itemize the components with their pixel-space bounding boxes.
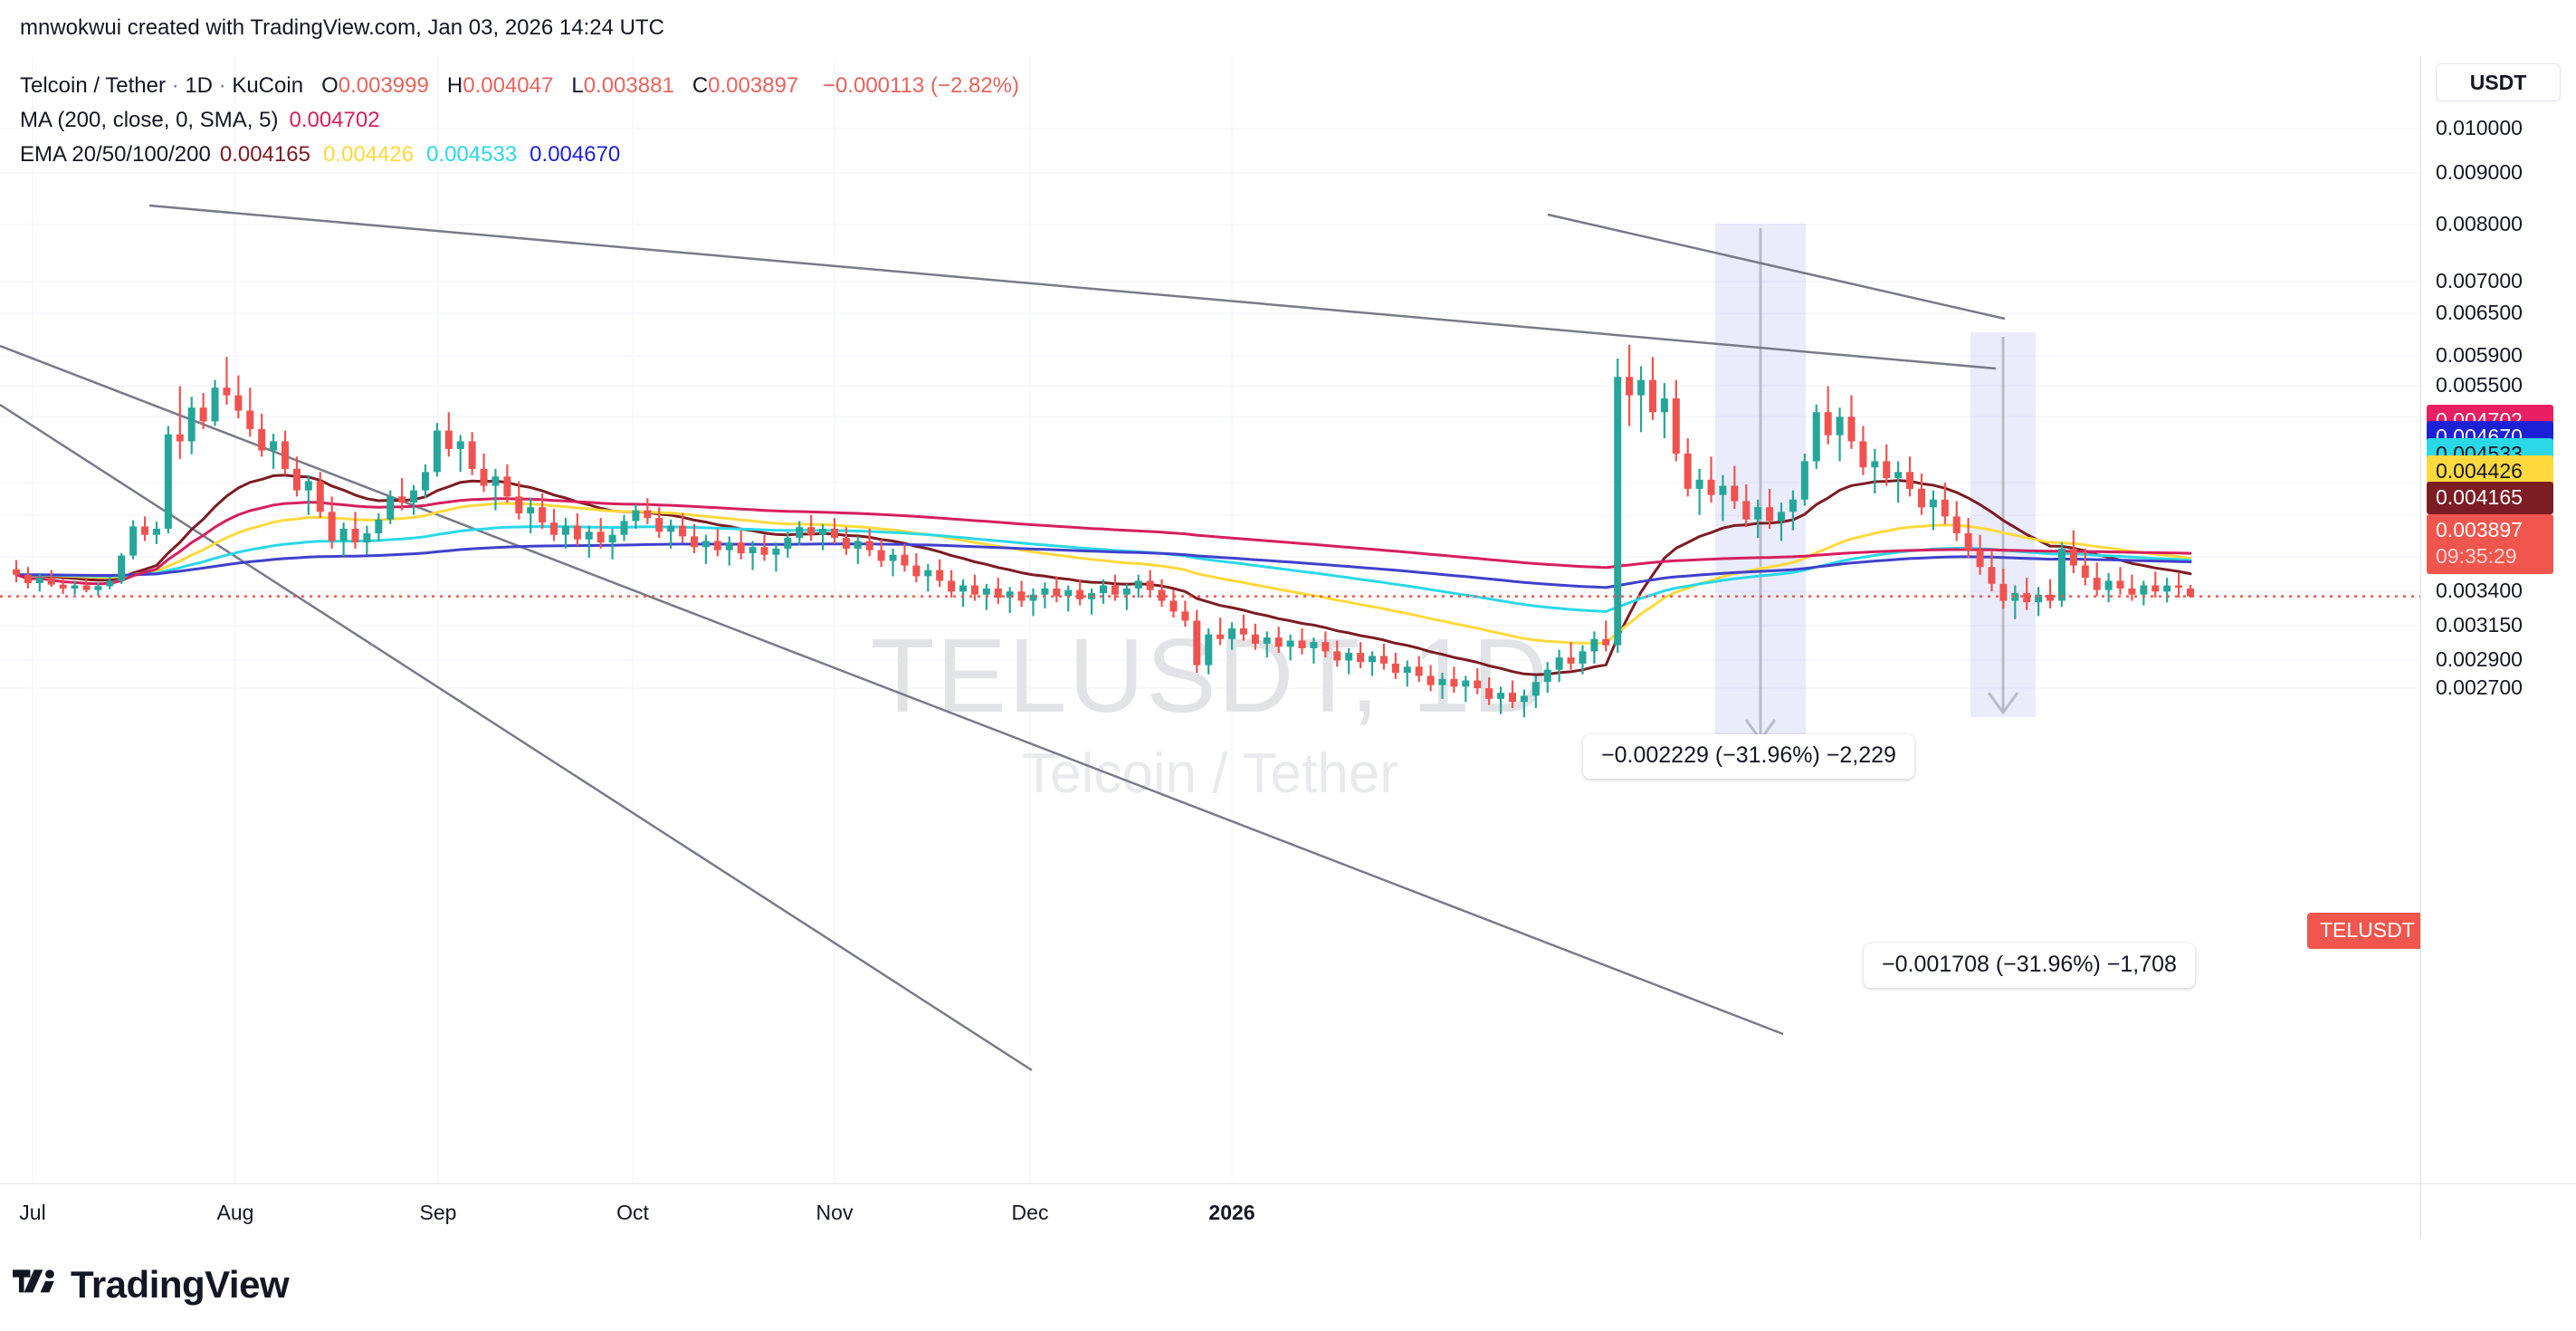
time-axis-tick: Dec bbox=[1011, 1201, 1049, 1224]
footer-bar: TradingView bbox=[0, 1238, 2576, 1331]
time-axis-tick: Nov bbox=[816, 1201, 854, 1224]
price-axis-tick: 0.003150 bbox=[2436, 613, 2523, 637]
price-axis-tick: 0.005500 bbox=[2436, 373, 2523, 397]
measure-tool-label-2[interactable]: −0.001708 (−31.96%) −1,708 bbox=[1864, 943, 2195, 988]
candlestick-series bbox=[0, 56, 2420, 1183]
price-axis-tick: 0.008000 bbox=[2436, 212, 2523, 235]
tradingview-wordmark: TradingView bbox=[71, 1262, 290, 1306]
measure-tool-label-1[interactable]: −0.002229 (−31.96%) −2,229 bbox=[1583, 734, 1914, 779]
tradingview-mark-icon bbox=[13, 1269, 54, 1292]
chart-pane[interactable]: TELUSDT, 1D Telcoin / Tether Telcoin / T… bbox=[0, 56, 2420, 1183]
price-axis-tick: 0.007000 bbox=[2436, 269, 2523, 292]
price-axis-tick: 0.009000 bbox=[2436, 160, 2523, 184]
price-axis[interactable]: USDT 0.010000 0.009000 0.008000 0.007000 0.0… bbox=[2420, 56, 2576, 1183]
time-axis-tick: Aug bbox=[216, 1201, 254, 1224]
last-price-badge[interactable]: 0.003897 09:35:29 bbox=[2427, 514, 2553, 574]
bar-countdown: 09:35:29 bbox=[2436, 544, 2517, 568]
time-axis[interactable]: Jul Aug Sep Oct Nov Dec 2026 bbox=[0, 1183, 2420, 1239]
price-axis-tick: 0.005900 bbox=[2436, 343, 2523, 367]
time-axis-tick: Oct bbox=[616, 1201, 649, 1224]
ema20-price-badge[interactable]: 0.004165 bbox=[2427, 482, 2553, 514]
tradingview-logo[interactable]: TradingView bbox=[13, 1262, 290, 1307]
last-price-value: 0.003897 bbox=[2436, 518, 2523, 541]
price-axis-tick: 0.002700 bbox=[2436, 675, 2523, 699]
time-axis-corner bbox=[2420, 1183, 2576, 1238]
time-axis-tick: Jul bbox=[19, 1201, 46, 1224]
time-axis-tick: 2026 bbox=[1208, 1201, 1255, 1224]
time-axis-tick: Sep bbox=[419, 1201, 457, 1224]
price-axis-tick: 0.010000 bbox=[2436, 116, 2523, 139]
currency-pill[interactable]: USDT bbox=[2436, 63, 2561, 101]
price-axis-tick: 0.003400 bbox=[2436, 579, 2523, 602]
price-axis-tick: 0.002900 bbox=[2436, 647, 2523, 671]
attribution-bar: mnwokwui created with TradingView.com, J… bbox=[0, 0, 2576, 56]
price-axis-tick: 0.006500 bbox=[2436, 301, 2523, 324]
last-price-symbol-tag[interactable]: TELUSDT bbox=[2307, 913, 2420, 949]
attribution-text: mnwokwui created with TradingView.com, J… bbox=[20, 15, 664, 40]
